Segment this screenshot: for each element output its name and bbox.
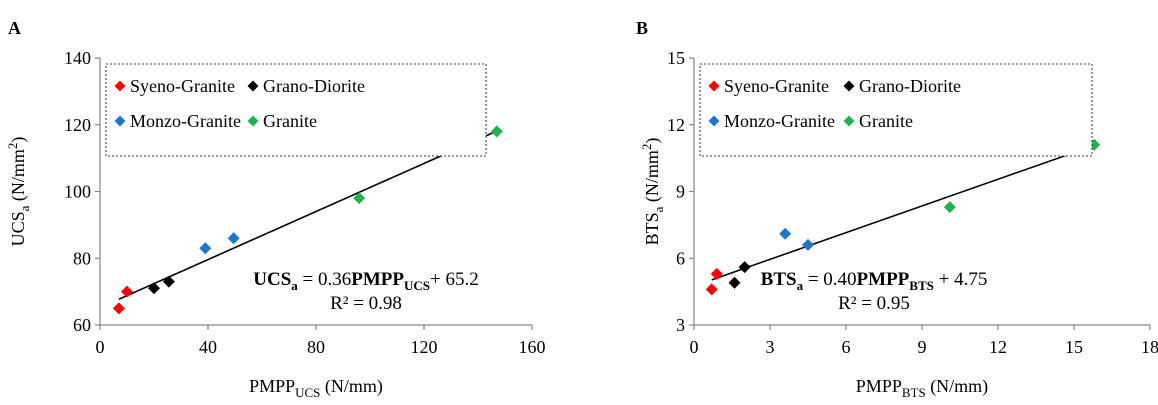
y-axis-label: BTSa (N/mm2) (639, 138, 666, 246)
x-axis-label-main: PMPP (856, 376, 902, 396)
x-axis-label-sub: BTS (902, 385, 926, 400)
y-axis-label-sup: 2 (5, 143, 20, 150)
y-tick-label: 6 (676, 248, 685, 268)
equation-slope: = 0.36 (298, 269, 351, 290)
x-axis-label-unit: (N/mm) (320, 376, 383, 397)
x-tick-label: 3 (766, 337, 775, 357)
data-point-syeno-granite (705, 283, 718, 296)
legend-box (105, 63, 487, 157)
legend-label: Grano-Diorite (859, 76, 961, 96)
y-axis-label-unit: (N/mm (8, 149, 29, 206)
y-tick-label: 120 (64, 115, 91, 135)
x-tick-label: 40 (199, 337, 217, 357)
data-point-monzo-granite (779, 227, 792, 240)
r-squared: R² = 0.98 (330, 293, 402, 314)
legend-marker (114, 115, 126, 127)
data-point-grano-diorite (728, 276, 741, 289)
x-axis-label-unit: (N/mm) (926, 376, 989, 397)
legend-marker (247, 80, 259, 92)
equation-var-sub: BTS (909, 278, 934, 293)
y-axis-label-unit: (N/mm (642, 150, 663, 207)
legend-label: Granite (859, 111, 913, 131)
data-point-granite (943, 201, 956, 214)
y-tick-label: 60 (73, 315, 91, 335)
legend-marker (708, 80, 720, 92)
legend-label: Monzo-Granite (130, 111, 241, 131)
x-tick-label: 9 (918, 337, 927, 357)
legend-marker (247, 115, 259, 127)
equation-intercept: + 4.75 (934, 269, 987, 290)
x-axis-label-sub: UCS (295, 385, 320, 400)
y-tick-label: 3 (676, 315, 685, 335)
y-tick-label: 12 (667, 115, 685, 135)
equation-slope: = 0.40 (803, 269, 856, 290)
legend-label: Granite (263, 111, 317, 131)
panel-label: B (636, 18, 648, 38)
data-point-monzo-granite (802, 238, 814, 251)
y-axis-label-main: UCS (8, 211, 28, 246)
data-point-syeno-granite (710, 267, 723, 280)
y-axis-label-unit-end: ) (8, 137, 29, 143)
x-tick-label: 0 (96, 337, 105, 357)
x-axis-label: PMPPUCS (N/mm) (249, 376, 383, 400)
y-tick-label: 15 (667, 48, 685, 68)
y-axis-label-sub: a (17, 205, 32, 211)
y-axis-label-sub: a (651, 206, 666, 212)
r-squared: R² = 0.95 (838, 293, 910, 314)
trendline (711, 144, 1095, 281)
y-tick-label: 80 (73, 248, 91, 268)
data-point-grano-diorite (738, 261, 751, 274)
legend-label: Syeno-Granite (724, 76, 829, 96)
equation-intercept: + 65.2 (430, 269, 479, 290)
data-point-syeno-granite (121, 285, 133, 298)
data-point-monzo-granite (227, 232, 240, 245)
legend-marker (843, 115, 855, 127)
equation-var: PMPP (857, 269, 910, 290)
panel-label: A (8, 18, 21, 38)
y-axis-label: UCSa (N/mm2) (5, 137, 32, 247)
trendline (118, 130, 498, 300)
legend-label: Grano-Diorite (263, 76, 365, 96)
legend-box (699, 63, 1093, 157)
x-tick-label: 6 (842, 337, 851, 357)
data-point-grano-diorite (162, 275, 175, 288)
x-tick-label: 15 (1065, 337, 1083, 357)
x-tick-label: 160 (519, 337, 546, 357)
legend-label: Monzo-Granite (724, 111, 835, 131)
x-tick-label: 12 (989, 337, 1007, 357)
equation-lhs-sub: a (291, 278, 298, 293)
x-axis-label: PMPPBTS (N/mm) (856, 376, 988, 400)
y-axis-label-sup: 2 (639, 144, 654, 151)
data-point-monzo-granite (199, 242, 212, 255)
equation-lhs: UCS (253, 269, 291, 290)
equation-var: PMPP (351, 269, 404, 290)
y-tick-label: 140 (64, 48, 91, 68)
x-tick-label: 0 (690, 337, 699, 357)
equation-var-sub: UCS (404, 278, 430, 293)
y-tick-label: 100 (64, 182, 91, 202)
x-tick-label: 18 (1141, 337, 1158, 357)
x-tick-label: 120 (411, 337, 438, 357)
regression-equation: UCSa = 0.36PMPPUCS+ 65.2 (253, 269, 478, 293)
legend-marker (708, 115, 720, 127)
y-axis-label-unit-end: ) (642, 138, 663, 144)
equation-lhs-sub: a (797, 278, 804, 293)
y-axis-label-main: BTS (642, 212, 662, 245)
data-point-granite (353, 192, 366, 205)
data-point-granite (490, 125, 503, 138)
x-tick-label: 80 (307, 337, 325, 357)
data-point-grano-diorite (148, 282, 160, 295)
legend-marker (114, 80, 126, 92)
regression-equation: BTSa = 0.40PMPPBTS + 4.75 (761, 269, 988, 293)
x-axis-label-main: PMPP (249, 376, 295, 396)
y-tick-label: 9 (676, 182, 685, 202)
legend-marker (843, 80, 855, 92)
data-point-syeno-granite (112, 302, 125, 315)
legend-label: Syeno-Granite (130, 76, 235, 96)
equation-lhs: BTS (761, 269, 797, 290)
